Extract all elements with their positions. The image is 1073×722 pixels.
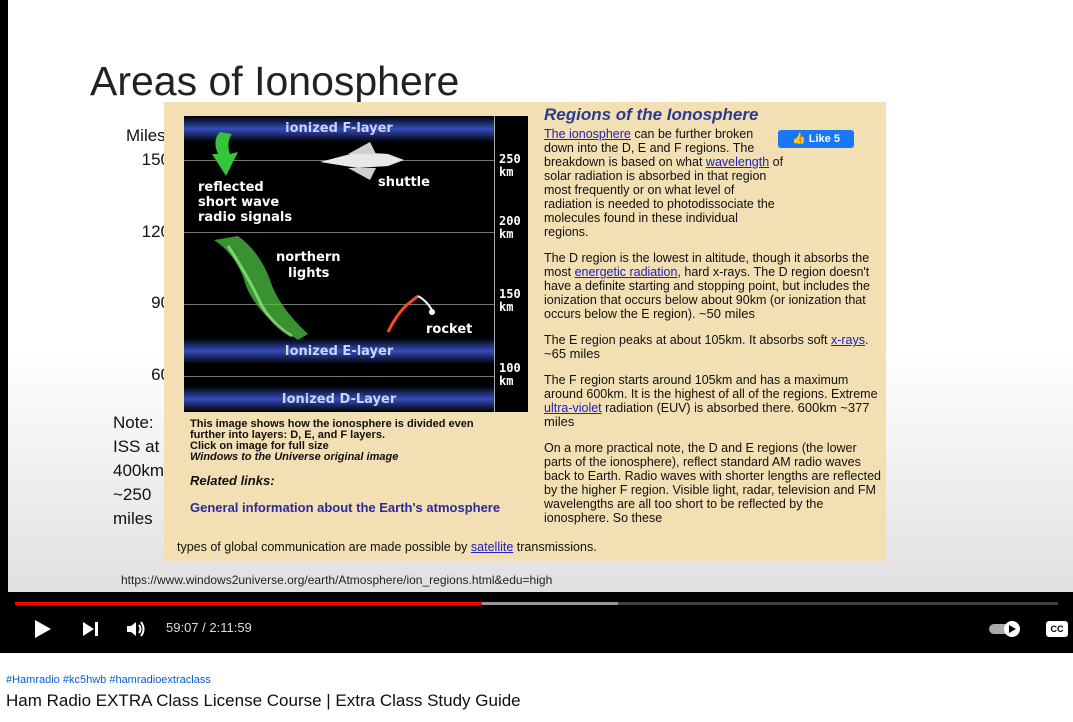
article-paragraph: The E region peaks at about 105km. It ab…	[544, 333, 869, 361]
webpage-screenshot: ionized F-layer reflected short wave rad…	[164, 102, 886, 562]
shuttle-label: shuttle	[378, 175, 430, 190]
annotation: ~65 miles	[544, 346, 600, 361]
green-arrow-icon	[212, 132, 238, 176]
northern-lights-label: northern	[276, 250, 341, 265]
video-title: Ham Radio EXTRA Class License Course | E…	[6, 691, 521, 710]
km-scale: 250 km 200 km 150 km 100 km	[494, 116, 528, 412]
time-display: 59:07 / 2:11:59	[166, 620, 252, 635]
caption-line: This image shows how the ionosphere is d…	[190, 418, 474, 430]
video-info: #Hamradio #kc5hwb #hamradioextraclass Ha…	[0, 653, 1073, 722]
annotation: 600km ~377 miles	[544, 400, 870, 429]
source-url: https://www.windows2universe.org/earth/A…	[121, 573, 553, 587]
article-paragraph: The D region is the lowest in altitude, …	[544, 251, 870, 321]
d-layer-label: Ionized D-Layer	[281, 392, 397, 407]
video-player[interactable]: Areas of Ionosphere Miles 150 120 90 60 …	[0, 0, 1073, 653]
note-line: ISS at	[113, 437, 160, 456]
annotation: ~50 miles	[698, 306, 755, 321]
autoplay-toggle-icon	[989, 621, 1020, 637]
ionosphere-diagram: ionized F-layer reflected short wave rad…	[184, 116, 528, 412]
next-icon	[83, 622, 98, 636]
km-tick: 200	[499, 214, 521, 228]
facebook-like-button: 👍 Like 5	[778, 130, 854, 148]
slide-frame: Areas of Ionosphere Miles 150 120 90 60 …	[8, 0, 1073, 592]
miles-tick: 150	[141, 150, 170, 169]
e-layer-label: Ionized E-layer	[284, 344, 394, 359]
article-last-line: types of global communication are made p…	[177, 540, 597, 554]
reflected-label: radio signals	[198, 210, 293, 225]
slide-title: Areas of Ionosphere	[90, 58, 460, 104]
reflected-label: short wave	[198, 195, 280, 210]
aurora-icon	[214, 236, 308, 340]
caption-line: Windows to the Universe original image	[190, 451, 399, 463]
play-icon	[35, 620, 51, 638]
km-tick: 250	[499, 152, 521, 166]
northern-lights-label: lights	[288, 266, 330, 281]
captions-icon: CC	[1046, 621, 1068, 637]
autoplay-toggle[interactable]	[988, 615, 1024, 643]
miles-header: Miles	[126, 126, 166, 145]
km-tick: 100	[499, 361, 521, 375]
caption-line: further into layers: D, E, and F layers.	[190, 429, 385, 441]
reflected-label: reflected	[198, 180, 264, 195]
rocket-label: rocket	[426, 322, 473, 337]
article-heading: Regions of the Ionosphere	[544, 105, 759, 124]
note-line: miles	[113, 509, 153, 528]
related-link: General information about the Earth's at…	[190, 500, 501, 515]
volume-icon	[127, 621, 145, 637]
played-bar	[15, 602, 483, 605]
note-line: Note:	[113, 413, 154, 432]
rocket-icon	[386, 294, 435, 333]
article-paragraph: The F region starts around 105km and has…	[544, 373, 878, 429]
related-links-heading: Related links:	[190, 473, 275, 488]
article-paragraph: The ionosphere can be further broken dow…	[544, 127, 784, 239]
article-text: Regions of the Ionosphere The ionosphere…	[544, 105, 884, 537]
progress-bar[interactable]	[15, 602, 1058, 605]
volume-button[interactable]	[122, 615, 150, 643]
note-line: ~250	[113, 485, 152, 504]
note-line: 400km	[113, 461, 165, 480]
captions-button[interactable]: CC	[1044, 615, 1070, 643]
caption-line: Click on image for full size	[190, 440, 329, 452]
shuttle-icon	[320, 142, 404, 180]
hashtags[interactable]: #Hamradio #kc5hwb #hamradioextraclass	[6, 674, 211, 686]
next-button[interactable]	[76, 615, 104, 643]
miles-tick: 120	[141, 222, 170, 241]
f-layer-label: ionized F-layer	[285, 121, 393, 136]
km-tick: 150	[499, 287, 521, 301]
play-button[interactable]	[28, 615, 56, 643]
article-paragraph: On a more practical note, the D and E re…	[544, 441, 881, 525]
